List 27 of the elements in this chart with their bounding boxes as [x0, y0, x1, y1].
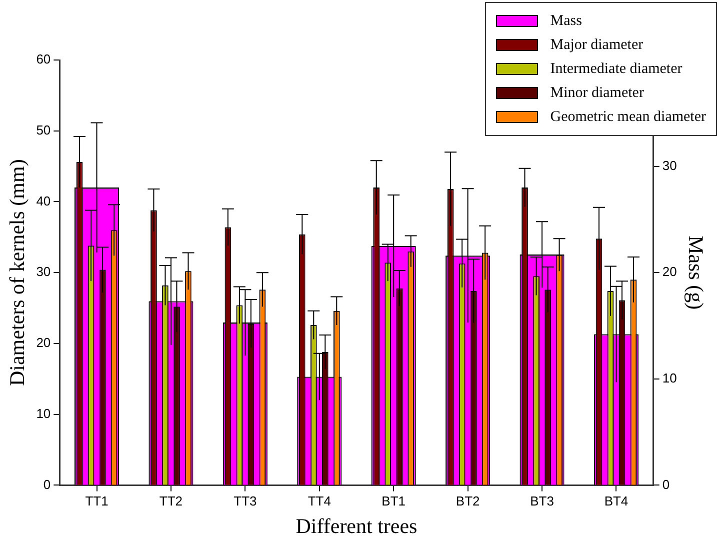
x-tick-label: BT1 [382, 494, 406, 509]
x-tick-label: BT3 [530, 494, 554, 509]
y-tick-label: 0 [43, 476, 51, 492]
legend-label: Major diameter [550, 36, 644, 54]
y2-tick-label: 0 [662, 476, 670, 492]
y2-tick-label: 20 [662, 264, 677, 280]
x-tick-label: TT1 [85, 494, 108, 509]
y-tick-label: 30 [36, 264, 51, 280]
x-tick-label: TT3 [234, 494, 257, 509]
y-tick-label: 40 [36, 193, 51, 208]
x-tick-label: TT2 [159, 494, 183, 509]
x-tick-label: BT2 [456, 494, 480, 509]
y-tick-label: 50 [36, 122, 51, 138]
legend-label: Minor diameter [550, 84, 644, 102]
x-axis-title: Different trees [296, 514, 418, 538]
legend-label: Geometric mean diameter [550, 108, 706, 126]
x-tick-label: TT4 [308, 494, 331, 509]
y-tick-label: 20 [36, 335, 51, 350]
y2-tick-label: 10 [662, 370, 677, 386]
legend-label: Mass [550, 12, 582, 30]
y2-tick-label: 30 [662, 158, 677, 173]
legend-label: Intermediate diameter [550, 60, 682, 78]
y-axis-title: Diameters of kernels (mm) [5, 159, 30, 386]
y2-axis-title: Mass (g) [684, 236, 708, 310]
y-tick-label: 60 [36, 52, 51, 67]
x-tick-label: BT4 [604, 494, 628, 509]
y-tick-label: 10 [36, 406, 51, 421]
